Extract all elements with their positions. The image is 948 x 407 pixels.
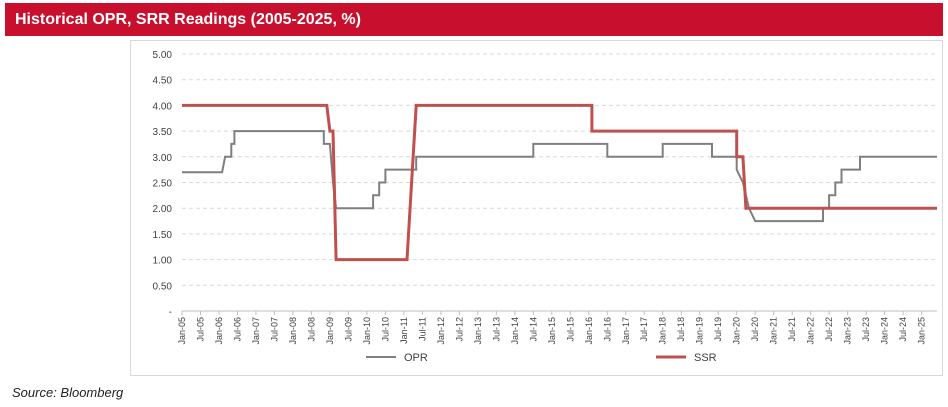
- x-tick-label: Jul-14: [528, 317, 538, 342]
- y-tick-label: 2.50: [153, 179, 173, 190]
- x-tick-label: Jan-15: [547, 317, 557, 345]
- x-tick-label: Jan-06: [214, 317, 224, 345]
- x-tick-label: Jan-24: [880, 317, 890, 345]
- title-banner: Historical OPR, SRR Readings (2005-2025,…: [5, 3, 943, 36]
- legend-label: SSR: [694, 352, 717, 364]
- y-tick-label: 2.00: [153, 204, 173, 215]
- x-tick-label: Jul-24: [898, 317, 908, 342]
- x-tick-label: Jul-12: [454, 317, 464, 342]
- x-tick-label: Jul-15: [565, 317, 575, 342]
- x-tick-label: Jul-06: [232, 317, 242, 342]
- x-tick-label: Jul-21: [787, 317, 797, 342]
- chart-plot: - 0.50 1.00 1.50 2.00 2.50 3.00 3.50 4.00 4.50 5.0…: [153, 50, 937, 364]
- x-tick-label: Jan-19: [695, 317, 705, 345]
- x-tick-label: Jul-18: [676, 317, 686, 342]
- y-tick-label: 4.50: [153, 76, 173, 87]
- x-tick-label: Jan-21: [769, 317, 779, 345]
- x-tick-label: Jan-09: [325, 317, 335, 345]
- y-tick-label: 1.00: [153, 256, 173, 267]
- x-tick-label: Jan-22: [806, 317, 816, 345]
- x-tick-label: Jan-13: [473, 317, 483, 345]
- x-tick-label: Jan-08: [288, 317, 298, 345]
- legend-label: OPR: [404, 352, 428, 364]
- x-tick-label: Jul-19: [713, 317, 723, 342]
- x-tick-label: Jul-22: [824, 317, 834, 342]
- x-tick-label: Jan-20: [732, 317, 742, 345]
- x-tick-label: Jul-10: [380, 317, 390, 342]
- x-tick-label: Jan-10: [362, 317, 372, 345]
- x-tick-label: Jan-11: [399, 317, 409, 344]
- x-tick-label: Jan-17: [621, 317, 631, 345]
- x-tick-label: Jul-20: [750, 317, 760, 342]
- x-tick-label: Jan-16: [584, 317, 594, 345]
- x-tick-label: Jan-18: [658, 317, 668, 345]
- x-tick-label: Jul-17: [639, 317, 649, 342]
- x-tick-label: Jul-09: [343, 317, 353, 342]
- chart-title: Historical OPR, SRR Readings (2005-2025,…: [15, 11, 361, 28]
- x-tick-label: Jul-23: [861, 317, 871, 342]
- x-tick-label: Jul-16: [602, 317, 612, 342]
- x-tick-label: Jan-12: [436, 317, 446, 345]
- x-tick-label: Jan-14: [510, 317, 520, 345]
- y-tick-label: 1.50: [153, 230, 173, 241]
- x-tick-label: Jul-07: [269, 317, 279, 342]
- source-note: Source: Bloomberg: [12, 385, 124, 400]
- y-tick-label: 0.50: [153, 281, 173, 292]
- x-tick-label: Jan-07: [251, 317, 261, 345]
- y-tick-label: -: [169, 307, 172, 318]
- x-tick-label: Jul-13: [491, 317, 501, 342]
- series-line-ssr: [182, 103, 937, 262]
- x-tick-label: Jul-11: [417, 317, 427, 341]
- x-tick-label: Jan-05: [177, 317, 187, 345]
- y-tick-label: 3.00: [153, 153, 173, 164]
- x-tick-label: Jul-05: [195, 317, 205, 342]
- y-tick-label: 5.00: [153, 50, 173, 61]
- x-tick-label: Jul-08: [306, 317, 316, 342]
- x-tick-label: Jan-23: [843, 317, 853, 345]
- x-tick-label: Jan-25: [917, 317, 927, 345]
- chart-frame: - 0.50 1.00 1.50 2.00 2.50 3.00 3.50 4.00 4.50 5.0…: [130, 40, 943, 376]
- y-tick-label: 4.00: [153, 101, 173, 112]
- y-tick-label: 3.50: [153, 127, 173, 138]
- series-line-opr: [182, 130, 937, 223]
